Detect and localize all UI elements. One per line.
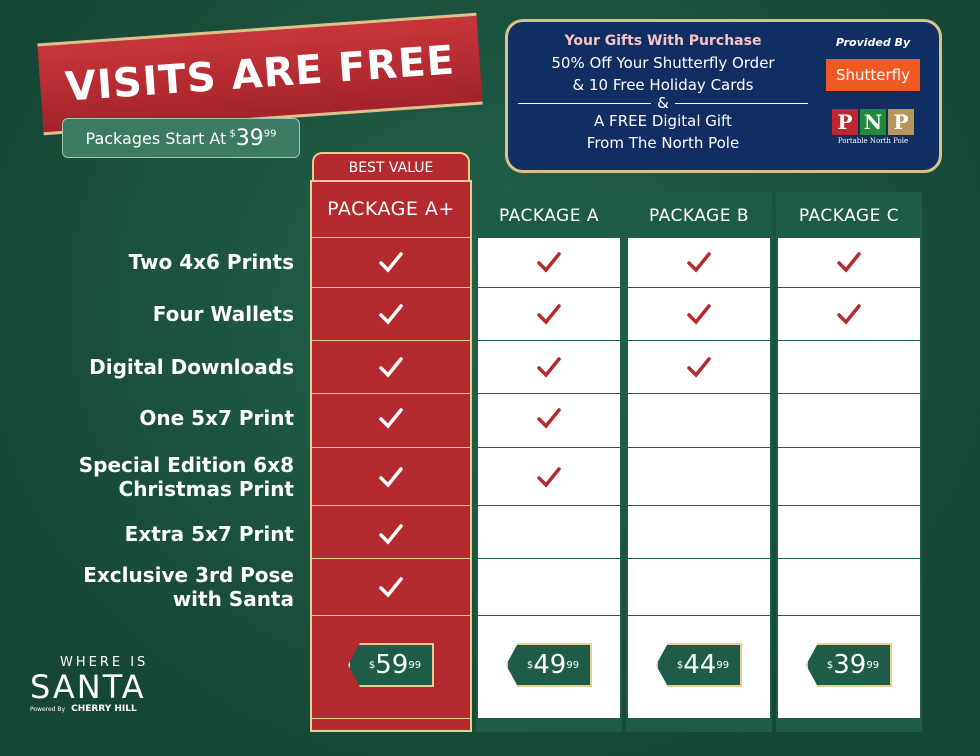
row-divider bbox=[478, 447, 620, 448]
checkmark-icon bbox=[378, 464, 404, 490]
pnp-subtitle: Portable North Pole bbox=[837, 137, 909, 145]
price-tag: $39 99 bbox=[806, 643, 892, 687]
checkmark-icon bbox=[378, 354, 404, 380]
row-divider bbox=[312, 615, 470, 616]
package-a-column bbox=[476, 192, 622, 732]
row-divider bbox=[628, 340, 770, 341]
row-divider bbox=[628, 558, 770, 559]
checkmark-icon bbox=[836, 301, 862, 327]
row-divider bbox=[312, 340, 470, 341]
checkmark-icon bbox=[536, 464, 562, 490]
row-divider bbox=[312, 505, 470, 506]
row-divider bbox=[478, 505, 620, 506]
gifts-title: Your Gifts With Purchase bbox=[564, 33, 762, 49]
package-header: PACKAGE B bbox=[628, 194, 770, 237]
row-divider bbox=[778, 447, 920, 448]
row-divider bbox=[478, 287, 620, 288]
row-divider bbox=[628, 237, 770, 238]
feature-label: Extra 5x7 Print bbox=[124, 522, 294, 546]
checkmark-icon bbox=[686, 249, 712, 275]
package-c-column bbox=[776, 192, 922, 732]
checkmark-icon bbox=[378, 574, 404, 600]
row-divider bbox=[778, 558, 920, 559]
row-divider bbox=[778, 237, 920, 238]
package-header: PACKAGE A bbox=[478, 194, 620, 237]
column-footer bbox=[628, 718, 770, 730]
checkmark-icon bbox=[686, 354, 712, 380]
checkmark-icon bbox=[536, 249, 562, 275]
row-divider bbox=[778, 393, 920, 394]
package-header: PACKAGE C bbox=[778, 194, 920, 237]
checkmark-icon bbox=[378, 301, 404, 327]
feature-label: Four Wallets bbox=[152, 302, 294, 326]
gift-line: A FREE Digital Gift bbox=[594, 112, 732, 130]
row-divider bbox=[312, 287, 470, 288]
checkmark-icon bbox=[686, 301, 712, 327]
package-a-plus-column bbox=[310, 180, 472, 732]
feature-label: Exclusive 3rd Pose with Santa bbox=[83, 563, 294, 611]
row-divider bbox=[478, 340, 620, 341]
shutterfly-logo: Shutterfly bbox=[826, 59, 920, 91]
packages-start-label: Packages Start At bbox=[85, 128, 227, 148]
row-divider bbox=[312, 393, 470, 394]
row-divider bbox=[628, 287, 770, 288]
checkmark-icon bbox=[536, 301, 562, 327]
column-footer bbox=[778, 718, 920, 730]
package-b-column bbox=[626, 192, 772, 732]
price-tag: $44 99 bbox=[656, 643, 742, 687]
gift-line: 50% Off Your Shutterfly Order bbox=[551, 54, 775, 72]
gift-separator: & bbox=[518, 96, 809, 111]
row-divider bbox=[478, 558, 620, 559]
price-tag: $59 99 bbox=[348, 643, 434, 687]
row-divider bbox=[628, 393, 770, 394]
price-divider bbox=[312, 718, 470, 719]
checkmark-icon bbox=[378, 249, 404, 275]
row-divider bbox=[628, 615, 770, 616]
checkmark-icon bbox=[536, 354, 562, 380]
checkmark-icon bbox=[536, 405, 562, 431]
row-divider bbox=[628, 447, 770, 448]
row-divider bbox=[312, 558, 470, 559]
where-is-santa-logo: WHERE IS SANTA Powered By CHERRY HILL bbox=[30, 655, 149, 714]
row-divider bbox=[478, 237, 620, 238]
column-footer bbox=[478, 718, 620, 730]
row-divider bbox=[312, 447, 470, 448]
checkmark-icon bbox=[836, 249, 862, 275]
gift-line: From The North Pole bbox=[586, 134, 740, 152]
visits-are-free-banner: VISITS ARE FREE bbox=[37, 12, 483, 136]
row-divider bbox=[778, 287, 920, 288]
row-divider bbox=[312, 237, 470, 238]
row-divider bbox=[778, 505, 920, 506]
feature-label: Two 4x6 Prints bbox=[128, 250, 294, 274]
row-divider bbox=[628, 505, 770, 506]
provided-by-label: Provided By bbox=[835, 36, 911, 49]
checkmark-icon bbox=[378, 521, 404, 547]
row-divider bbox=[478, 615, 620, 616]
packages-start-badge: Packages Start At $3999 bbox=[62, 118, 300, 158]
row-divider bbox=[778, 340, 920, 341]
packages-start-price: $3999 bbox=[229, 125, 277, 151]
package-header: PACKAGE A+ bbox=[327, 198, 455, 220]
row-divider bbox=[478, 393, 620, 394]
price-tag: $49 99 bbox=[506, 643, 592, 687]
feature-label: Special Edition 6x8 Christmas Print bbox=[78, 453, 294, 501]
feature-label: One 5x7 Print bbox=[139, 406, 294, 430]
row-divider bbox=[778, 615, 920, 616]
best-value-tab: BEST VALUE bbox=[312, 152, 470, 182]
checkmark-icon bbox=[378, 405, 404, 431]
gift-line: & 10 Free Holiday Cards bbox=[572, 76, 754, 94]
feature-label: Digital Downloads bbox=[89, 355, 294, 379]
gifts-with-purchase-panel: Your Gifts With Purchase 50% Off Your Sh… bbox=[505, 19, 942, 173]
